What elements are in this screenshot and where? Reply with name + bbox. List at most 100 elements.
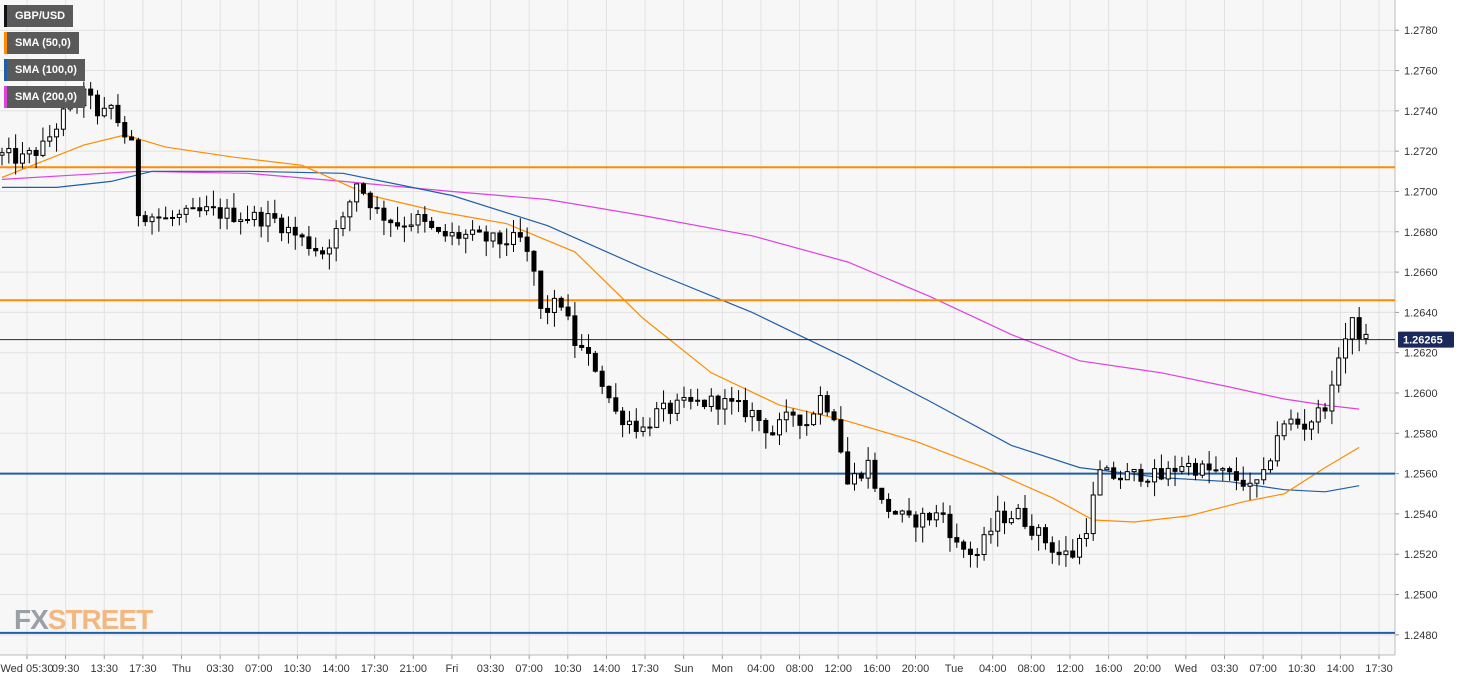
candle-body <box>115 104 121 124</box>
candle-body <box>122 122 128 138</box>
candle-body <box>838 419 844 453</box>
candle-body <box>852 473 857 485</box>
logo-part-street: STREET <box>47 604 153 635</box>
candle-body <box>879 487 885 500</box>
candle-body <box>258 211 264 227</box>
candle-body <box>756 409 762 421</box>
candle-body <box>1349 317 1355 340</box>
candle-body <box>1056 551 1062 556</box>
candle-body <box>292 226 298 236</box>
candle-body <box>504 243 510 246</box>
candle-body <box>1302 423 1308 430</box>
x-tick-label: 16:00 <box>863 663 891 675</box>
candle-body <box>204 206 210 212</box>
candle-body <box>722 398 728 410</box>
candle-body <box>1343 338 1349 359</box>
candle-body <box>586 346 592 354</box>
candle-body <box>511 232 516 245</box>
candle-body <box>374 207 380 210</box>
candle-body <box>1336 357 1342 386</box>
candle-body <box>299 234 305 238</box>
candle-body <box>279 217 285 234</box>
candle-body <box>1131 468 1137 473</box>
candle-body <box>1070 550 1076 558</box>
candle-body <box>101 107 107 117</box>
candle-body <box>415 214 421 226</box>
candle-body <box>633 420 639 432</box>
candle-body <box>1329 384 1335 412</box>
candle-body <box>435 226 441 232</box>
candle-body <box>422 214 428 222</box>
candle-body <box>224 207 230 219</box>
candle-body <box>920 512 926 528</box>
candle-body <box>1083 533 1089 540</box>
candle-body <box>1356 317 1362 340</box>
fxstreet-logo: FXSTREET <box>14 604 153 636</box>
candle-body <box>156 216 162 219</box>
candle-body <box>940 512 946 515</box>
candle-body <box>1063 550 1069 556</box>
candle-body <box>1254 479 1260 484</box>
candle-body <box>176 213 182 218</box>
candle-body <box>1261 469 1267 481</box>
candle-body <box>626 420 632 426</box>
candle-body <box>661 402 667 410</box>
candle-body <box>742 400 748 418</box>
x-tick-label: 10:30 <box>284 663 312 675</box>
x-tick-label: Mon <box>712 663 733 675</box>
y-tick-label: 1.2700 <box>1404 186 1438 198</box>
legend-swatch <box>4 5 7 27</box>
candle-body <box>1117 477 1123 481</box>
x-tick-label: 07:00 <box>1249 663 1277 675</box>
x-tick-label: 03:30 <box>477 663 505 675</box>
candle-body <box>701 399 707 408</box>
candle-body <box>1165 467 1171 480</box>
candle-body <box>60 108 66 130</box>
candle-body <box>197 207 203 212</box>
candle-body <box>988 530 994 536</box>
candle-body <box>388 219 394 224</box>
candle-body <box>476 229 482 233</box>
logo-part-fx: FX <box>14 604 49 635</box>
candle-body <box>783 411 789 421</box>
candle-body <box>954 537 960 543</box>
candle-body <box>892 510 898 515</box>
x-tick-label: 04:00 <box>747 663 775 675</box>
candle-body <box>442 230 448 237</box>
candle-body <box>667 402 673 414</box>
candle-body <box>811 413 817 426</box>
candle-body <box>524 236 530 252</box>
candle-body <box>1295 418 1301 425</box>
candle-body <box>1274 435 1280 462</box>
y-tick-label: 1.2600 <box>1404 388 1438 400</box>
y-tick-label: 1.2580 <box>1404 428 1438 440</box>
last-price-label: 1.26265 <box>1403 335 1443 347</box>
candle-body <box>456 232 462 239</box>
candle-body <box>1213 469 1219 472</box>
plot-background <box>0 0 1395 655</box>
candle-body <box>1090 494 1096 535</box>
candles-group <box>0 81 1369 568</box>
candle-body <box>19 153 25 164</box>
candle-body <box>967 548 973 556</box>
legend-item-sma-200: SMA (200,0) <box>4 86 85 108</box>
candle-body <box>272 213 278 219</box>
y-tick-label: 1.2540 <box>1404 509 1438 521</box>
candle-body <box>1288 418 1294 425</box>
candle-body <box>285 226 291 234</box>
x-tick-label: 08:00 <box>786 663 814 675</box>
candle-body <box>531 250 537 272</box>
x-tick-label: 14:00 <box>322 663 350 675</box>
candle-body <box>0 152 5 156</box>
legend-swatch <box>4 32 7 54</box>
candle-body <box>33 149 39 156</box>
candle-body <box>210 206 216 209</box>
x-tick-label: Thu <box>172 663 191 675</box>
candle-body <box>360 183 366 194</box>
candle-body <box>620 410 626 426</box>
last-price-badge <box>1398 331 1454 348</box>
candle-body <box>231 207 237 223</box>
candle-body <box>408 224 414 227</box>
x-tick-label: 14:00 <box>593 663 621 675</box>
